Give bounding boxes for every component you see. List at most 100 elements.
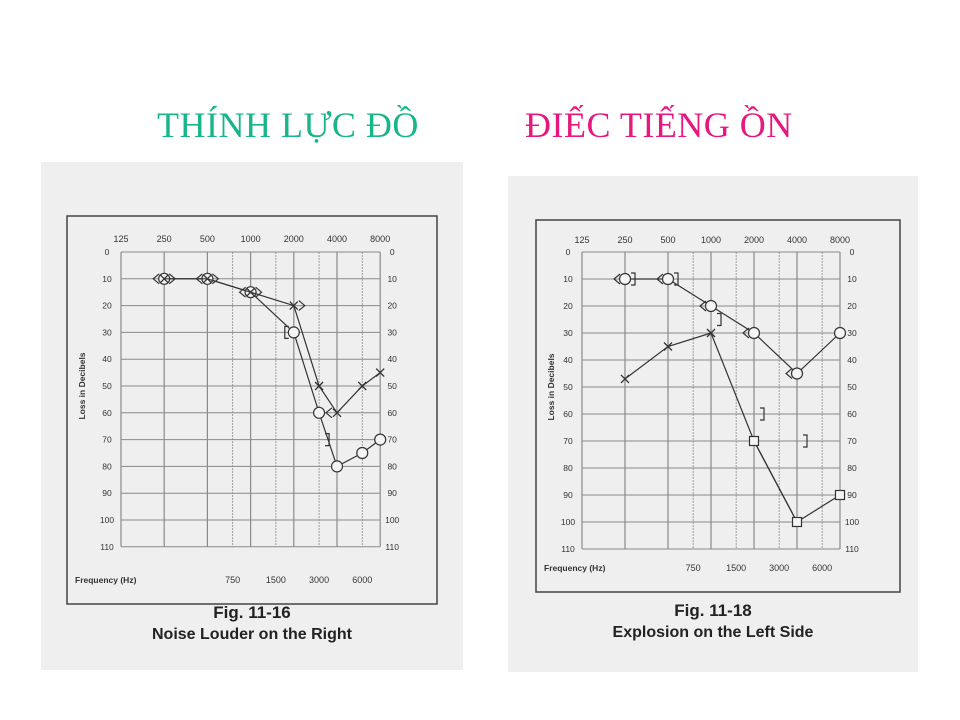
figure-right: 125 250 500 1000 2000 4000 8000 750 1500 3000 6000… [508,176,918,672]
data-point-lt [742,327,750,339]
data-point-circle [374,433,387,446]
data-point-x [663,342,673,351]
x-tick-bottom: 750 [686,563,701,573]
data-point-x [246,287,256,297]
x-tick-top: 500 [660,235,675,245]
y-tick-left: 10 [102,274,112,284]
grid-lines [581,251,841,550]
data-point-bracket-right [803,434,808,448]
y-tick-right: 50 [847,382,857,392]
series-bracket-left [284,325,289,339]
data-point-x [314,381,324,391]
data-point-x [202,274,212,284]
y-tick-left: 80 [102,461,112,471]
data-point-x [620,374,630,384]
figure-left: 125 250 500 1000 2000 4000 8000 750 1500 3000 6000… [41,162,463,670]
y-tick-left: 20 [102,301,112,311]
y-tick-right: 70 [847,436,857,446]
series-line [625,278,841,375]
x-tick-top: 4000 [787,235,807,245]
x-tick-bottom: 1500 [726,563,746,573]
data-point-circle [312,406,326,419]
y-tick-right: 0 [390,247,395,257]
series-O [618,272,847,380]
data-point-circle [704,299,718,313]
data-point-gt [298,300,306,312]
series-line [164,278,381,468]
y-tick-right: 90 [387,488,397,498]
data-point-bracket-right [717,312,722,327]
x-tick-bottom: 750 [225,575,240,585]
y-tick-left: 90 [563,490,573,500]
x-axis-label: Frequency (Hz) [75,575,137,585]
y-tick-right: 90 [847,490,857,500]
data-point-circle [618,272,632,286]
data-point-lt [699,300,707,312]
y-tick-right: 110 [845,544,859,554]
x-tick-bottom: 6000 [352,575,372,585]
x-tick-top: 250 [617,235,632,245]
y-tick-right: 0 [850,247,855,257]
y-tick-right: 40 [387,354,397,364]
y-tick-right: 100 [845,517,859,527]
x-tick-top: 125 [113,234,128,244]
series-gt [168,273,306,312]
series-lt [325,407,333,419]
data-point-bracket-right [760,407,765,421]
data-point-x [332,408,342,418]
y-tick-right: 20 [847,301,857,311]
data-point-square [834,489,846,501]
x-axis-label: Frequency (Hz) [544,563,606,573]
figure-label-left: Fig. 11-16 [213,603,291,622]
chart-frame [535,219,901,593]
data-point-x [159,274,169,284]
x-tick-top: 2000 [744,235,764,245]
chart-frame [66,215,438,605]
data-point-gt [168,273,177,285]
y-tick-right: 10 [387,274,397,284]
data-point-circle [356,446,369,460]
y-tick-left: 30 [563,328,573,338]
data-point-circle [661,272,675,286]
data-point-lt [325,407,333,419]
x-tick-bottom: 3000 [769,563,789,573]
y-axis-label: Loss in Decibels [546,353,556,420]
caption-left: Fig. 11-16 Noise Louder on the Right [41,602,463,646]
data-point-bracket-right [674,272,679,286]
y-tick-right: 110 [385,542,399,552]
data-point-circle [287,326,300,339]
x-tick-top: 1000 [701,235,721,245]
y-tick-right: 100 [385,515,399,525]
y-tick-left: 80 [563,463,573,473]
y-tick-left: 100 [561,517,575,527]
x-tick-top: 4000 [327,234,347,244]
y-tick-left: 90 [102,488,112,498]
data-point-x [375,368,385,378]
data-point-lt [613,273,621,285]
data-point-lt [238,286,246,298]
x-tick-top: 500 [200,234,215,244]
y-tick-right: 80 [847,463,857,473]
data-point-gt [255,286,263,298]
data-point-lt [152,273,160,285]
y-tick-left: 30 [102,327,112,337]
data-point-bracket-right [325,433,330,447]
series-square [748,435,846,528]
y-tick-left: 0 [566,247,571,257]
data-point-circle [833,326,847,340]
series-bracket-right [325,433,330,447]
y-tick-left: 50 [563,382,573,392]
y-tick-right: 60 [847,409,857,419]
x-tick-bottom: 6000 [812,563,832,573]
data-point-lt [785,368,793,379]
figure-caption-left: Noise Louder on the Right [152,626,352,643]
caption-right: Fig. 11-18 Explosion on the Left Side [508,600,918,644]
y-tick-right: 50 [387,381,397,391]
data-point-circle [747,326,761,340]
y-tick-left: 40 [563,355,573,365]
data-point-circle [790,367,804,380]
series-line [164,278,381,414]
series-lt [613,273,793,379]
